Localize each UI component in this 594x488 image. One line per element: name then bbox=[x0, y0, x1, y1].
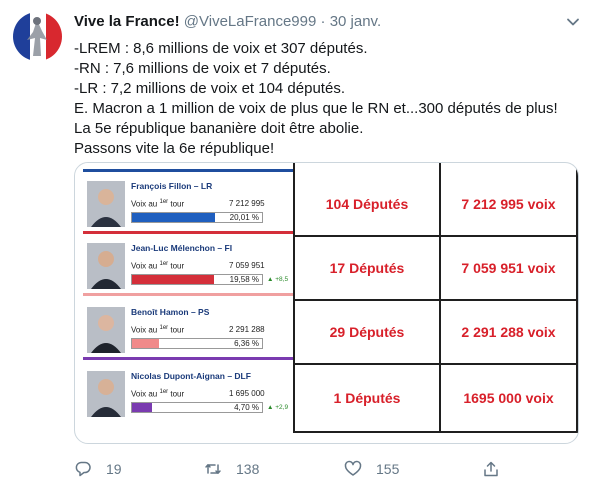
delta-label: ▲ +2,9 bbox=[267, 404, 289, 411]
percent-label: 6,36 % bbox=[234, 339, 259, 348]
percent-bar: 4,70 % bbox=[131, 402, 263, 413]
percent-label: 20,01 % bbox=[229, 213, 259, 222]
tweet-media-image[interactable]: François Fillon – LR Voix au 1er tour 7 … bbox=[74, 162, 579, 444]
percent-bar: 20,01 % bbox=[131, 212, 263, 223]
retweet-button[interactable]: 138 bbox=[204, 458, 259, 480]
tweet-text: -LREM : 8,6 millions de voix et 307 dépu… bbox=[74, 39, 574, 159]
reply-button[interactable]: 19 bbox=[74, 458, 122, 480]
percent-fill bbox=[132, 275, 214, 284]
voix-cell: 7 059 951 voix bbox=[461, 260, 556, 276]
candidate-photo bbox=[87, 243, 125, 289]
candidate-divider bbox=[83, 231, 293, 234]
table-border bbox=[576, 163, 578, 433]
table-row-divider bbox=[293, 299, 578, 301]
votes-count: 2 291 288 bbox=[229, 325, 265, 334]
tweet-date[interactable]: 30 janv. bbox=[329, 13, 382, 30]
reply-icon bbox=[75, 461, 91, 477]
votes-count: 7 059 951 bbox=[229, 261, 265, 270]
votes-label: Voix au 1er tour bbox=[131, 325, 185, 335]
votes-label: Voix au 1er tour bbox=[131, 199, 185, 209]
like-count: 155 bbox=[376, 461, 400, 477]
percent-label: 4,70 % bbox=[234, 403, 259, 412]
candidate-photo bbox=[87, 371, 125, 417]
table-border bbox=[293, 431, 578, 433]
table-divider bbox=[439, 163, 441, 433]
table-row-divider bbox=[293, 235, 578, 237]
results-table: 104 Députés 7 212 995 voix 17 Députés 7 … bbox=[293, 163, 578, 433]
percent-fill bbox=[132, 403, 152, 412]
candidate-panel: François Fillon – LR Voix au 1er tour 7 … bbox=[83, 163, 293, 433]
candidate-name: François Fillon – LR bbox=[131, 181, 213, 191]
candidate-photo bbox=[87, 307, 125, 353]
candidate-divider bbox=[83, 293, 293, 296]
voix-cell: 2 291 288 voix bbox=[461, 324, 556, 340]
like-button[interactable]: 155 bbox=[344, 458, 399, 480]
more-options-chevron-icon[interactable] bbox=[566, 15, 580, 29]
heart-icon bbox=[344, 460, 362, 476]
candidate-name: Jean-Luc Mélenchon – FI bbox=[131, 243, 233, 253]
table-border bbox=[293, 163, 295, 433]
deputes-cell: 17 Députés bbox=[329, 260, 405, 276]
candidate-name: Nicolas Dupont-Aignan – DLF bbox=[131, 371, 251, 381]
candidate-photo bbox=[87, 181, 125, 227]
retweet-icon bbox=[205, 464, 221, 474]
panel-top-divider bbox=[83, 169, 293, 172]
deputes-cell: 1 Députés bbox=[333, 390, 401, 406]
table-row-divider bbox=[293, 363, 578, 365]
avatar[interactable] bbox=[13, 12, 62, 61]
tweet-line: Passons vite la 6e république! bbox=[74, 140, 275, 157]
display-name[interactable]: Vive la France! bbox=[74, 13, 180, 30]
votes-label: Voix au 1er tour bbox=[131, 261, 185, 271]
votes-count: 1 695 000 bbox=[229, 389, 265, 398]
tweet-line: -RN : 7,6 millions de voix et 7 députés. bbox=[74, 60, 331, 77]
percent-bar: 19,58 % bbox=[131, 274, 263, 285]
tweet-line: E. Macron a 1 million de voix de plus qu… bbox=[74, 100, 558, 117]
votes-label: Voix au 1er tour bbox=[131, 389, 185, 399]
tweet-line: -LREM : 8,6 millions de voix et 307 dépu… bbox=[74, 40, 368, 57]
retweet-count: 138 bbox=[236, 461, 260, 477]
share-icon bbox=[484, 461, 498, 477]
percent-fill bbox=[132, 339, 159, 348]
candidate-divider bbox=[83, 357, 293, 360]
tweet-line: La 5e république bananière doit être abo… bbox=[74, 120, 364, 137]
user-handle[interactable]: @ViveLaFrance999 bbox=[183, 13, 317, 30]
candidate-name: Benoît Hamon – PS bbox=[131, 307, 210, 317]
votes-count: 7 212 995 bbox=[229, 199, 265, 208]
delta-label: ▲ +8,5 bbox=[267, 276, 289, 283]
tweet-actions: 19 138 155 bbox=[74, 458, 574, 480]
voix-cell: 1695 000 voix bbox=[463, 390, 554, 406]
percent-fill bbox=[132, 213, 215, 222]
candidate-card: Nicolas Dupont-Aignan – DLF Voix au 1er … bbox=[83, 363, 293, 423]
avatar-image bbox=[13, 12, 62, 61]
header-separator: · bbox=[320, 13, 326, 30]
candidate-card: François Fillon – LR Voix au 1er tour 7 … bbox=[83, 173, 293, 234]
percent-label: 19,58 % bbox=[229, 275, 259, 284]
voix-cell: 7 212 995 voix bbox=[461, 196, 556, 212]
candidate-card: Jean-Luc Mélenchon – FI Voix au 1er tour… bbox=[83, 235, 293, 296]
deputes-cell: 104 Députés bbox=[325, 196, 409, 212]
reply-count: 19 bbox=[106, 461, 122, 477]
deputes-cell: 29 Députés bbox=[329, 324, 405, 340]
tweet-header: Vive la France! @ViveLaFrance999 · 30 ja… bbox=[74, 13, 381, 35]
percent-bar: 6,36 % bbox=[131, 338, 263, 349]
tweet-line: -LR : 7,2 millions de voix et 104 député… bbox=[74, 80, 345, 97]
candidate-card: Benoît Hamon – PS Voix au 1er tour 2 291… bbox=[83, 299, 293, 360]
share-button[interactable] bbox=[482, 458, 500, 480]
